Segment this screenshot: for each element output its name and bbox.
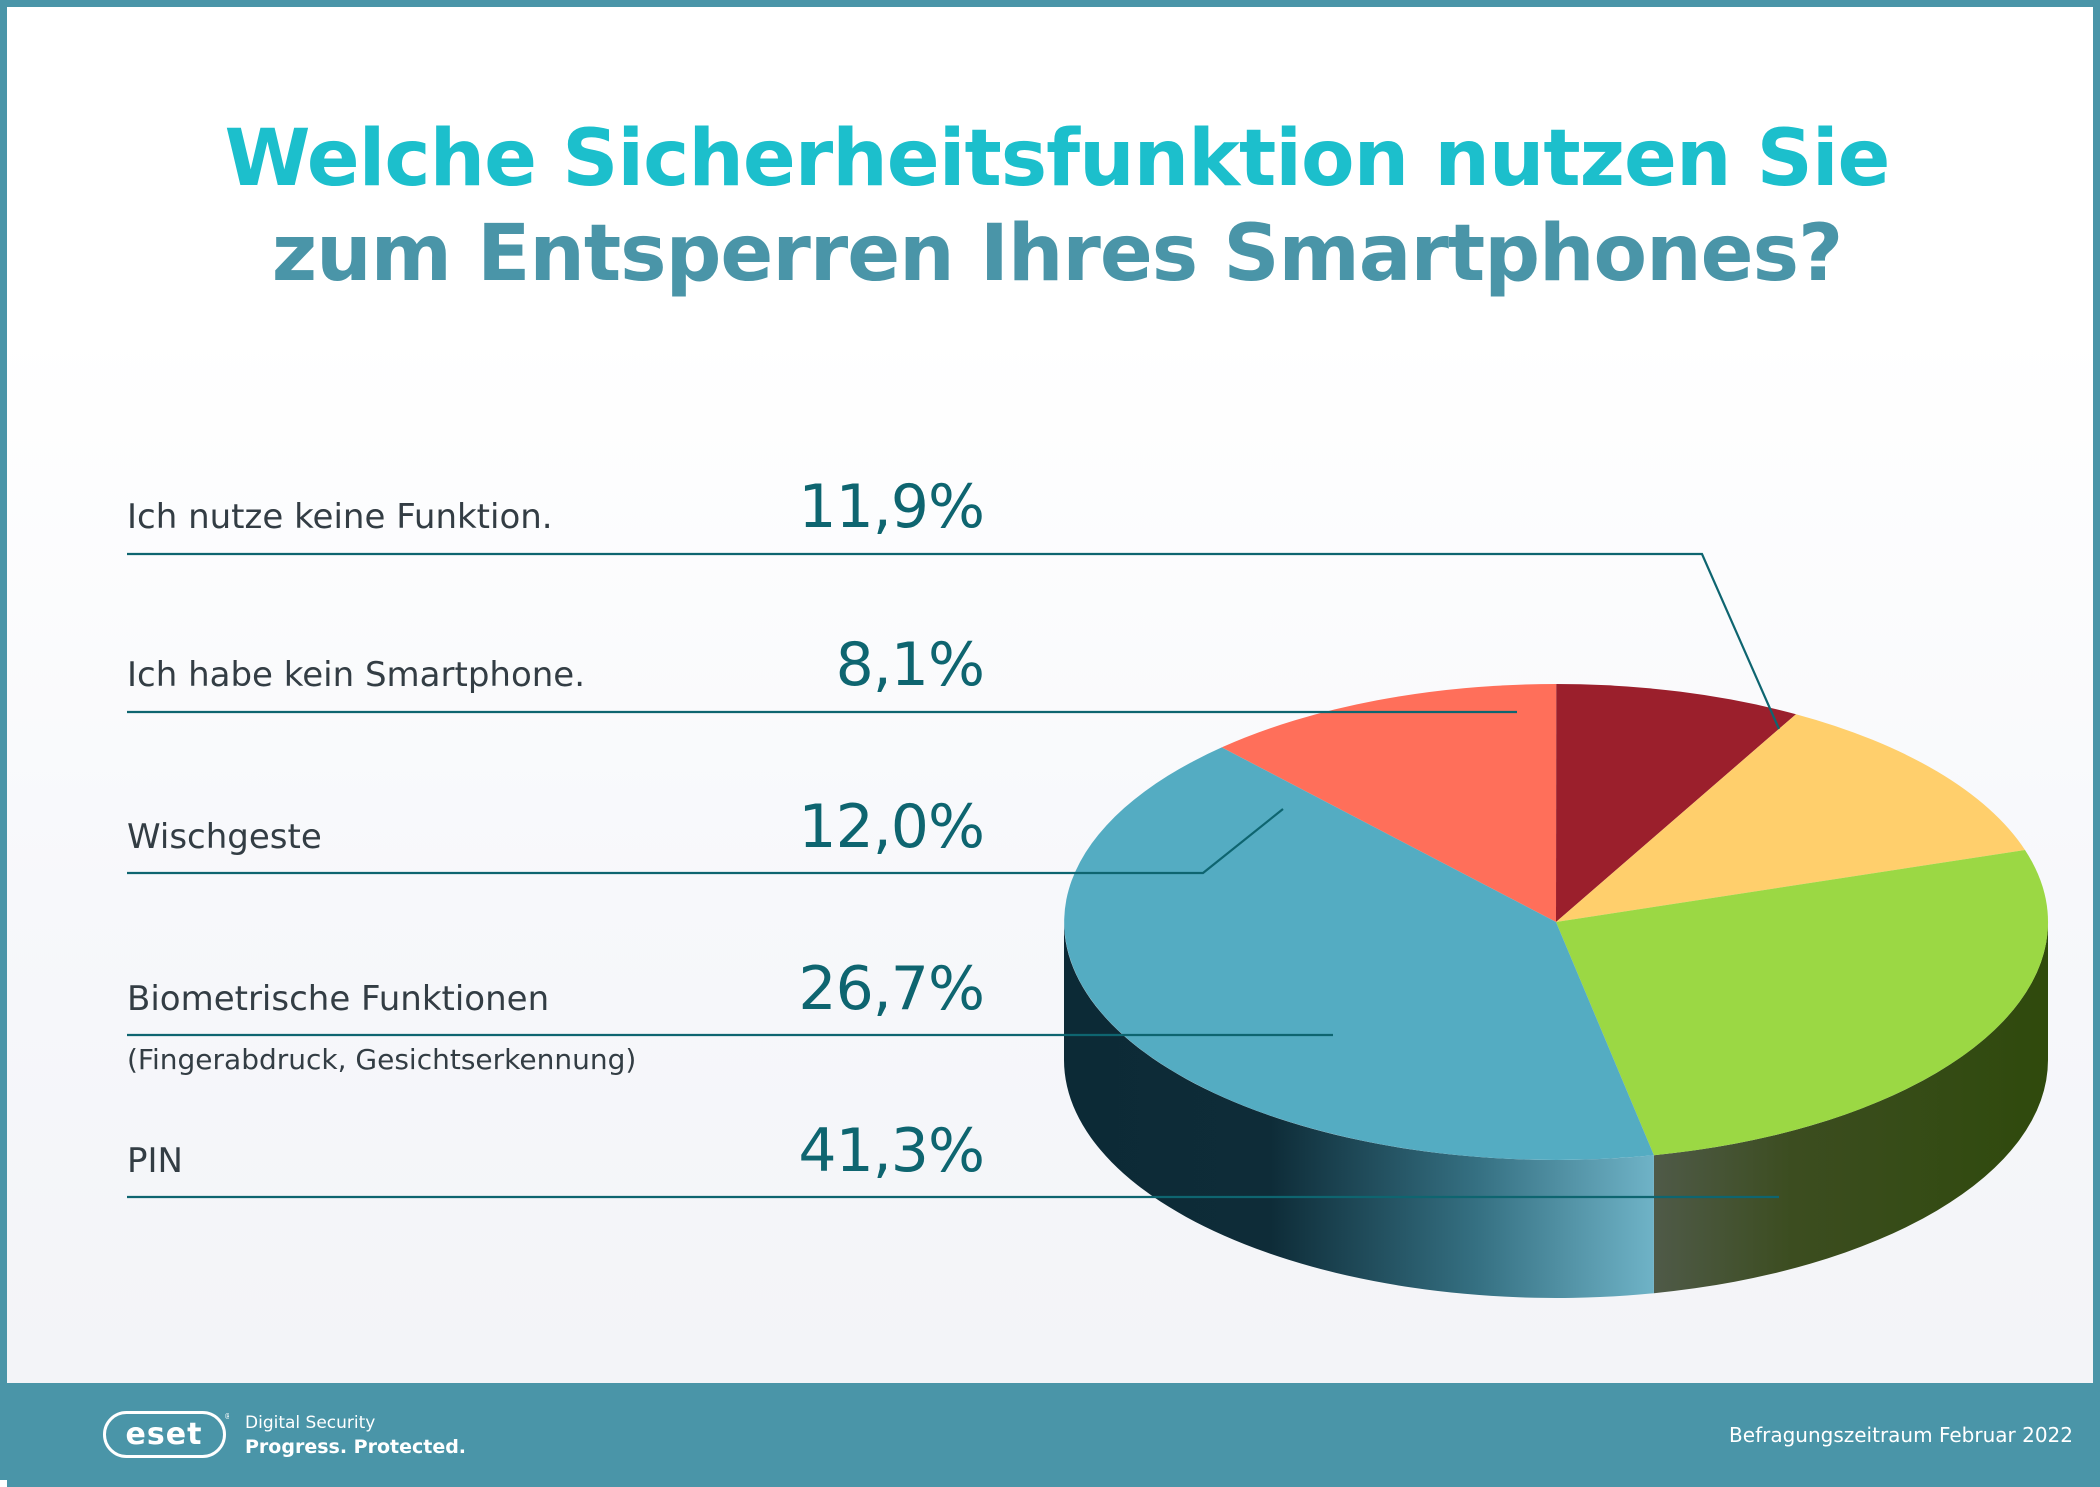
pie-slice-0 <box>1221 683 1557 922</box>
tagline-digital-security: Digital Security <box>245 1413 376 1433</box>
label-keine-funktion: Ich nutze keine Funktion. <box>127 497 553 537</box>
label-biometrische-subtitle: (Fingerabdruck, Gesichtserkennung) <box>127 1043 637 1076</box>
survey-period: Befragungszeitraum Februar 2022 <box>1729 1423 2073 1447</box>
label-kein-smartphone: Ich habe kein Smartphone. <box>127 655 586 695</box>
leader-lines <box>127 552 1781 1199</box>
pie-sides <box>1064 922 2048 1298</box>
pie-slice-1 <box>1556 684 1796 922</box>
value-wischgeste: 12,0% <box>798 792 985 862</box>
title-line-2: zum Entsperren Ihres Smartphones? <box>271 209 1844 299</box>
pie-slice-4 <box>1064 747 1654 1160</box>
leader-line-0 <box>127 552 1781 730</box>
value-kein-smartphone: 8,1% <box>835 630 985 700</box>
value-keine-funktion: 11,9% <box>798 472 985 542</box>
svg-text:eset: eset <box>126 1417 203 1452</box>
leader-line-2 <box>127 808 1284 875</box>
chart-title: Welche Sicherheitsfunktion nutzen Sie zu… <box>7 112 2100 302</box>
label-wischgeste: Wischgeste <box>127 817 322 857</box>
label-biometrische-funktionen: Biometrische Funktionen <box>127 979 550 1019</box>
pie-slice-2 <box>1556 714 2025 922</box>
svg-text:®: ® <box>224 1412 229 1421</box>
eset-logo: eset ® <box>103 1411 229 1458</box>
pie-top <box>1064 683 2049 1160</box>
pie-chart <box>127 552 2049 1298</box>
pie-side-3 <box>1653 922 2048 1294</box>
pie-side-4 <box>1064 922 1654 1298</box>
value-pin: 41,3% <box>798 1116 985 1186</box>
tagline-progress-protected: Progress. Protected. <box>245 1436 467 1458</box>
value-biometrische-funktionen: 26,7% <box>798 954 985 1024</box>
footer-bar: eset ® Digital Security Progress. Protec… <box>7 1383 2100 1487</box>
title-line-1: Welche Sicherheitsfunktion nutzen Sie <box>224 114 1891 204</box>
pie-slice-3 <box>1556 850 2049 1156</box>
label-pin: PIN <box>127 1141 183 1181</box>
